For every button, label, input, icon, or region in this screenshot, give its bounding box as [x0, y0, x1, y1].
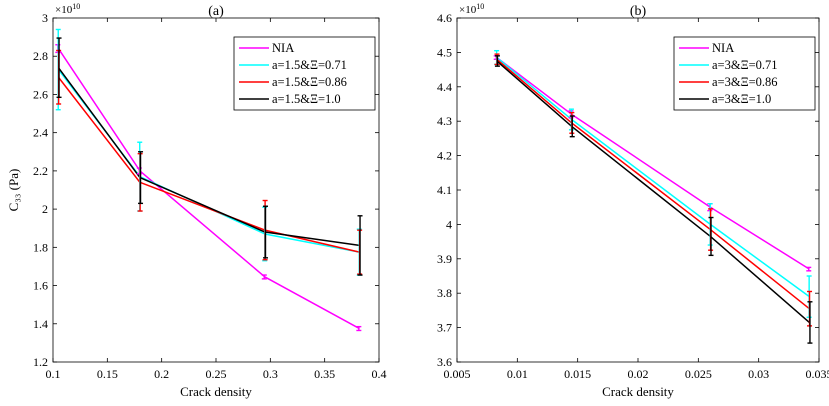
y-tick-label: 1.8 [33, 240, 48, 254]
y-tick-label: 4.5 [437, 45, 452, 59]
legend: NIA a=1.5&Ξ=0.71 a=1.5&Ξ=0.86 a=1.5&Ξ=1.0 [233, 36, 376, 111]
panel-title: (b) [630, 4, 647, 19]
error-bar [263, 205, 268, 259]
legend-item: NIA [239, 41, 294, 55]
error-bar [357, 215, 363, 276]
x-tick-label: 0.015 [564, 367, 591, 381]
exponent-label: ×1010 [55, 2, 80, 16]
legend-box [233, 36, 376, 111]
x-tick-label: 0.35 [314, 367, 335, 381]
error-bar [494, 55, 500, 67]
y-tick-label: 1.6 [33, 279, 48, 293]
error-bar [261, 274, 267, 280]
y-tick-label: 4.6 [437, 11, 452, 25]
x-tick-label: 0.3 [263, 367, 278, 381]
series-line [496, 58, 810, 310]
x-tick-label: 0.03 [748, 367, 769, 381]
legend-item: a=3&Ξ=0.71 [679, 58, 778, 72]
y-tick-label: 3.9 [437, 252, 452, 266]
y-tick-label: 4.4 [437, 80, 452, 94]
x-tick-label: 0.01 [507, 367, 528, 381]
series-line [496, 56, 810, 270]
legend-item: NIA [679, 41, 734, 55]
series-line [496, 56, 810, 298]
series-line [57, 67, 360, 247]
y-tick-label: 2 [42, 202, 48, 216]
legend-label: a=3&Ξ=0.86 [712, 75, 778, 89]
error-bar [806, 266, 812, 272]
legend-label: NIA [272, 41, 294, 55]
x-tick-label: 0.4 [372, 367, 387, 381]
y-tick-label: 1.2 [33, 355, 48, 369]
y-tick-label: 3.6 [437, 355, 452, 369]
x-tick-label: 0.02 [628, 367, 649, 381]
y-tick-label: 2.2 [33, 164, 48, 178]
series-line [496, 60, 810, 324]
y-axis-label: C₃₃ (Pa) [6, 169, 21, 212]
legend-box [673, 36, 816, 111]
exponent-base: ×10 [55, 4, 73, 16]
legend-label: a=3&Ξ=0.71 [712, 58, 778, 72]
panel-a: 0.1 0.15 0.2 0.25 0.3 0.35 0.4 1.2 1.4 1.6 1.8 2 2.2… [6, 2, 387, 399]
y-tick-label: 2.6 [33, 87, 48, 101]
y-tick-label: 4.3 [437, 114, 452, 128]
error-bar [807, 301, 813, 344]
exponent-base: ×10 [459, 4, 477, 16]
y-tick-label: 3.8 [437, 286, 452, 300]
x-axis-label: Crack density [180, 384, 252, 399]
x-tick-label: 0.005 [444, 367, 471, 381]
panel-title: (a) [208, 4, 224, 19]
exponent-power: 10 [476, 2, 484, 11]
x-axis-label: Crack density [602, 384, 674, 399]
legend-item: a=3&Ξ=1.0 [679, 92, 771, 106]
legend-label: NIA [712, 41, 734, 55]
y-tick-label: 4.2 [437, 149, 452, 163]
panel-b: 0.005 0.01 0.015 0.02 0.025 0.03 0.035 3.6 3.7 3.… [437, 2, 829, 399]
y-tick-label: 2.8 [33, 49, 48, 63]
error-bar [56, 37, 62, 99]
legend-label: a=1.5&Ξ=0.86 [272, 75, 347, 89]
x-tick-label: 0.15 [97, 367, 118, 381]
legend-label: a=1.5&Ξ=0.71 [272, 58, 347, 72]
legend-item: a=1.5&Ξ=0.86 [239, 75, 347, 89]
y-tick-label: 4 [446, 217, 452, 231]
x-tick-label: 0.25 [206, 367, 227, 381]
error-bar [569, 115, 575, 138]
legend-item: a=3&Ξ=0.86 [679, 75, 778, 89]
y-tick-label: 3.7 [437, 321, 452, 335]
error-bar [708, 216, 714, 257]
exponent-label: ×1010 [459, 2, 484, 16]
y-tick-label: 3 [42, 11, 48, 25]
x-tick-label: 0.025 [685, 367, 712, 381]
series-line [57, 76, 360, 253]
legend-item: a=1.5&Ξ=0.71 [239, 58, 347, 72]
error-bar [138, 151, 144, 205]
legend-label: a=3&Ξ=1.0 [712, 92, 771, 106]
legend: NIA a=3&Ξ=0.71 a=3&Ξ=0.86 a=3&Ξ=1.0 [673, 36, 816, 111]
exponent-power: 10 [72, 2, 80, 11]
x-tick-label: 0.035 [806, 367, 829, 381]
x-tick-label: 0.1 [46, 367, 61, 381]
y-tick-label: 1.4 [33, 317, 48, 331]
legend-item: a=1.5&Ξ=1.0 [239, 92, 341, 106]
y-tick-label: 4.1 [437, 183, 452, 197]
x-tick-label: 0.2 [154, 367, 169, 381]
series-line [57, 48, 360, 330]
error-bar [356, 325, 362, 332]
legend-label: a=1.5&Ξ=1.0 [272, 92, 341, 106]
y-tick-label: 2.4 [33, 126, 48, 140]
